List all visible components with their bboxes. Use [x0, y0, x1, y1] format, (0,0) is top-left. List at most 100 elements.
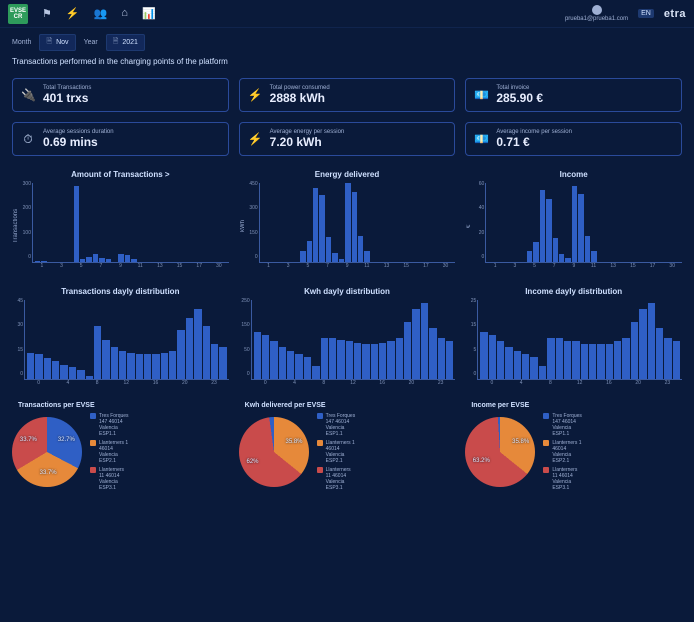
legend-swatch: [543, 440, 549, 446]
legend: Tres Forques 147 46014 Valencia ESP1.1Ll…: [317, 413, 356, 491]
legend-item: Llanterners 1 46014 Valencia ESP2.1: [543, 440, 582, 464]
bar: [270, 341, 277, 379]
chart-title: Income per EVSE: [471, 402, 682, 409]
app-logo[interactable]: EVSE CR: [8, 4, 28, 24]
legend-swatch: [90, 413, 96, 419]
bar: [606, 344, 613, 379]
chart-title: Kwh dayly distribution: [239, 287, 456, 296]
month-select[interactable]: Nov: [39, 34, 75, 51]
nav-icon-1[interactable]: ⚡: [66, 7, 80, 20]
bar: [27, 353, 34, 379]
bar-charts-row2: Transactions dayly distribution453015004…: [0, 279, 694, 396]
kpi-icon: 💶: [474, 132, 488, 146]
legend-item: Llanterners 11 46014 Valencia ESP3.1: [317, 467, 356, 491]
bar: [94, 326, 101, 379]
bar: [614, 341, 621, 379]
pie-slice-label: 33.7%: [20, 437, 37, 443]
bar: [262, 335, 269, 379]
bar: [52, 361, 59, 379]
bar: [480, 332, 487, 379]
pie-slice-label: 35.8%: [512, 439, 529, 445]
year-label: Year: [84, 39, 98, 46]
legend-text: Llanterners 11 46014 Valencia ESP3.1: [552, 467, 577, 491]
filter-bar: Month Nov Year 2021: [0, 28, 694, 57]
pie-grid: Transactions per EVSE32.7%33.7%33.7%Tres…: [0, 396, 694, 503]
legend-item: Llanterners 11 46014 Valencia ESP3.1: [90, 467, 129, 491]
page-subtitle: Transactions performed in the charging p…: [0, 57, 694, 72]
kpi-icon: 🔌: [21, 88, 35, 102]
chart-title: Transactions per EVSE: [18, 402, 229, 409]
kpi-card-0: 🔌Total Transactions401 trxs: [12, 78, 229, 112]
year-select[interactable]: 2021: [106, 34, 145, 51]
bar: [295, 354, 302, 379]
kpi-card-3: ⏱Average sessions duration0.69 mins: [12, 122, 229, 156]
legend-swatch: [317, 467, 323, 473]
bar: [352, 192, 357, 262]
bar: [572, 186, 577, 262]
pie-slice-label: 63.2%: [473, 458, 490, 464]
nav-icon-3[interactable]: ⌂: [121, 7, 128, 20]
nav-icon-0[interactable]: ⚑: [42, 7, 52, 20]
nav-icon-4[interactable]: 📊: [142, 7, 156, 20]
bar: [404, 322, 411, 379]
bar: [371, 344, 378, 379]
kpi-card-1: ⚡Total power consumed2888 kWh: [239, 78, 456, 112]
bar: [177, 330, 184, 379]
kpi-value: 0.69 mins: [43, 135, 114, 149]
bar: [656, 328, 663, 379]
bar: [41, 261, 46, 262]
bar: [664, 338, 671, 379]
bar: [622, 338, 629, 379]
bar: [530, 357, 537, 379]
bar: [446, 341, 453, 379]
bar: [211, 344, 218, 379]
pie: 32.7%33.7%33.7%: [12, 417, 82, 487]
bar: [99, 258, 104, 262]
bar: [648, 303, 655, 379]
kpi-value: 401 trxs: [43, 91, 91, 105]
legend-swatch: [90, 440, 96, 446]
bar: [539, 366, 546, 379]
kpi-icon: 💶: [474, 88, 488, 102]
bar: [553, 238, 558, 262]
legend-swatch: [543, 467, 549, 473]
nav-icons: ⚑ ⚡ 👥 ⌂ 📊: [42, 7, 156, 20]
bar: [639, 309, 646, 379]
pie-slice-label: 33.7%: [40, 470, 57, 476]
bar: [572, 341, 579, 379]
bar: [591, 251, 596, 262]
legend-item: Tres Forques 147 46014 Valencia ESP1.1: [543, 413, 582, 437]
bar: [106, 259, 111, 262]
legend-text: Llanterners 11 46014 Valencia ESP3.1: [326, 467, 351, 491]
bar-chart: Amount of Transactions >Transactions3002…: [12, 166, 229, 269]
kpi-card-2: 💶Total invoice285.90 €: [465, 78, 682, 112]
bar: [329, 338, 336, 379]
bar: [74, 186, 79, 262]
bar: [186, 318, 193, 379]
legend-text: Llanterners 1 46014 Valencia ESP2.1: [99, 440, 128, 464]
bar: [354, 343, 361, 379]
legend-text: Tres Forques 147 46014 Valencia ESP1.1: [99, 413, 129, 437]
kpi-value: 7.20 kWh: [270, 135, 345, 149]
bar: [203, 326, 210, 379]
bar: [527, 251, 532, 262]
bar: [346, 341, 353, 379]
bar: [522, 354, 529, 379]
bar: [589, 344, 596, 379]
bar: [565, 258, 570, 262]
bar: [556, 338, 563, 379]
bar: [111, 347, 118, 379]
user-menu[interactable]: prueba1@prueba1.com: [565, 5, 628, 22]
topbar: EVSE CR ⚑⚡👥⌂📊 prueba1@prueba1.com EN etr…: [0, 0, 694, 28]
bar: [60, 365, 67, 379]
bar: [93, 254, 98, 262]
bar: [35, 261, 40, 262]
kpi-icon: ⚡: [248, 88, 262, 102]
bar: [35, 354, 42, 379]
nav-icon-2[interactable]: 👥: [94, 7, 108, 20]
pie-slice-label: 62%: [247, 459, 259, 465]
month-label: Month: [12, 39, 31, 46]
bar: [279, 347, 286, 379]
language-selector[interactable]: EN: [638, 9, 654, 18]
bar: [631, 322, 638, 379]
